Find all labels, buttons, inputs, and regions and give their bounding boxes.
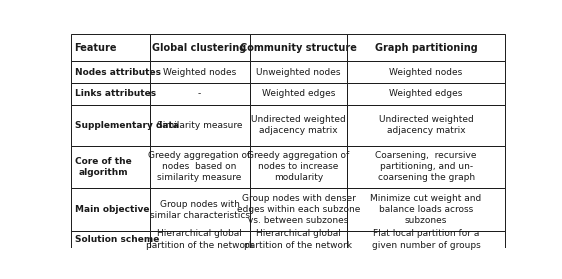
Text: Weighted edges: Weighted edges bbox=[389, 89, 463, 98]
Bar bbox=[250, 61, 347, 83]
Bar bbox=[71, 146, 149, 188]
Bar bbox=[347, 83, 505, 105]
Text: Group nodes with denser
edges within each subzone
vs. between subzones: Group nodes with denser edges within eac… bbox=[237, 194, 360, 225]
Bar bbox=[71, 34, 149, 61]
Bar bbox=[250, 34, 347, 61]
Text: -: - bbox=[198, 89, 201, 98]
Text: Similarity measure: Similarity measure bbox=[157, 121, 242, 130]
Bar bbox=[347, 61, 505, 83]
Bar bbox=[347, 34, 505, 61]
Bar bbox=[250, 188, 347, 231]
Bar bbox=[149, 188, 250, 231]
Text: Greedy aggregation of
nodes  based on
similarity measure: Greedy aggregation of nodes based on sim… bbox=[148, 151, 251, 182]
Text: Coarsening,  recursive
partitioning, and un-
coarsening the graph: Coarsening, recursive partitioning, and … bbox=[375, 151, 477, 182]
Text: Weighted nodes: Weighted nodes bbox=[389, 68, 463, 77]
Text: Undirected weighted
adjacency matrix: Undirected weighted adjacency matrix bbox=[251, 115, 346, 135]
Text: Undirected weighted
adjacency matrix: Undirected weighted adjacency matrix bbox=[379, 115, 473, 135]
Text: Flat local partition for a
given number of groups: Flat local partition for a given number … bbox=[371, 229, 481, 249]
Bar bbox=[347, 146, 505, 188]
Text: Feature: Feature bbox=[75, 43, 117, 53]
Text: Weighted nodes: Weighted nodes bbox=[163, 68, 236, 77]
Text: Group nodes with
similar characteristics: Group nodes with similar characteristics bbox=[149, 199, 250, 220]
Bar bbox=[149, 231, 250, 248]
Text: Main objective: Main objective bbox=[75, 205, 149, 214]
Text: Greedy aggregation of
nodes to increase
modularity: Greedy aggregation of nodes to increase … bbox=[247, 151, 350, 182]
Bar bbox=[250, 146, 347, 188]
Bar bbox=[149, 105, 250, 146]
Bar bbox=[71, 231, 149, 248]
Text: Weighted edges: Weighted edges bbox=[262, 89, 335, 98]
Text: Links attributes: Links attributes bbox=[75, 89, 156, 98]
Text: Unweighted nodes: Unweighted nodes bbox=[256, 68, 341, 77]
Bar bbox=[71, 105, 149, 146]
Text: Hierarchical global
partition of the network: Hierarchical global partition of the net… bbox=[146, 229, 253, 249]
Bar bbox=[347, 105, 505, 146]
Bar bbox=[347, 231, 505, 248]
Text: Hierarchical global
partition of the network: Hierarchical global partition of the net… bbox=[244, 229, 352, 249]
Text: Nodes attributes: Nodes attributes bbox=[75, 68, 161, 77]
Bar bbox=[149, 34, 250, 61]
Bar bbox=[149, 146, 250, 188]
Bar bbox=[250, 105, 347, 146]
Bar bbox=[149, 61, 250, 83]
Bar bbox=[71, 83, 149, 105]
Bar bbox=[71, 61, 149, 83]
Bar bbox=[149, 83, 250, 105]
Bar bbox=[71, 188, 149, 231]
Bar bbox=[250, 231, 347, 248]
Bar bbox=[250, 83, 347, 105]
Bar bbox=[347, 188, 505, 231]
Text: Supplementary data: Supplementary data bbox=[75, 121, 179, 130]
Text: Community structure: Community structure bbox=[240, 43, 357, 53]
Text: Core of the
algorithm: Core of the algorithm bbox=[75, 157, 132, 177]
Text: Global clustering: Global clustering bbox=[152, 43, 247, 53]
Text: Minimize cut weight and
balance loads across
subzones: Minimize cut weight and balance loads ac… bbox=[370, 194, 482, 225]
Text: Graph partitioning: Graph partitioning bbox=[375, 43, 478, 53]
Text: Solution scheme: Solution scheme bbox=[75, 235, 159, 244]
